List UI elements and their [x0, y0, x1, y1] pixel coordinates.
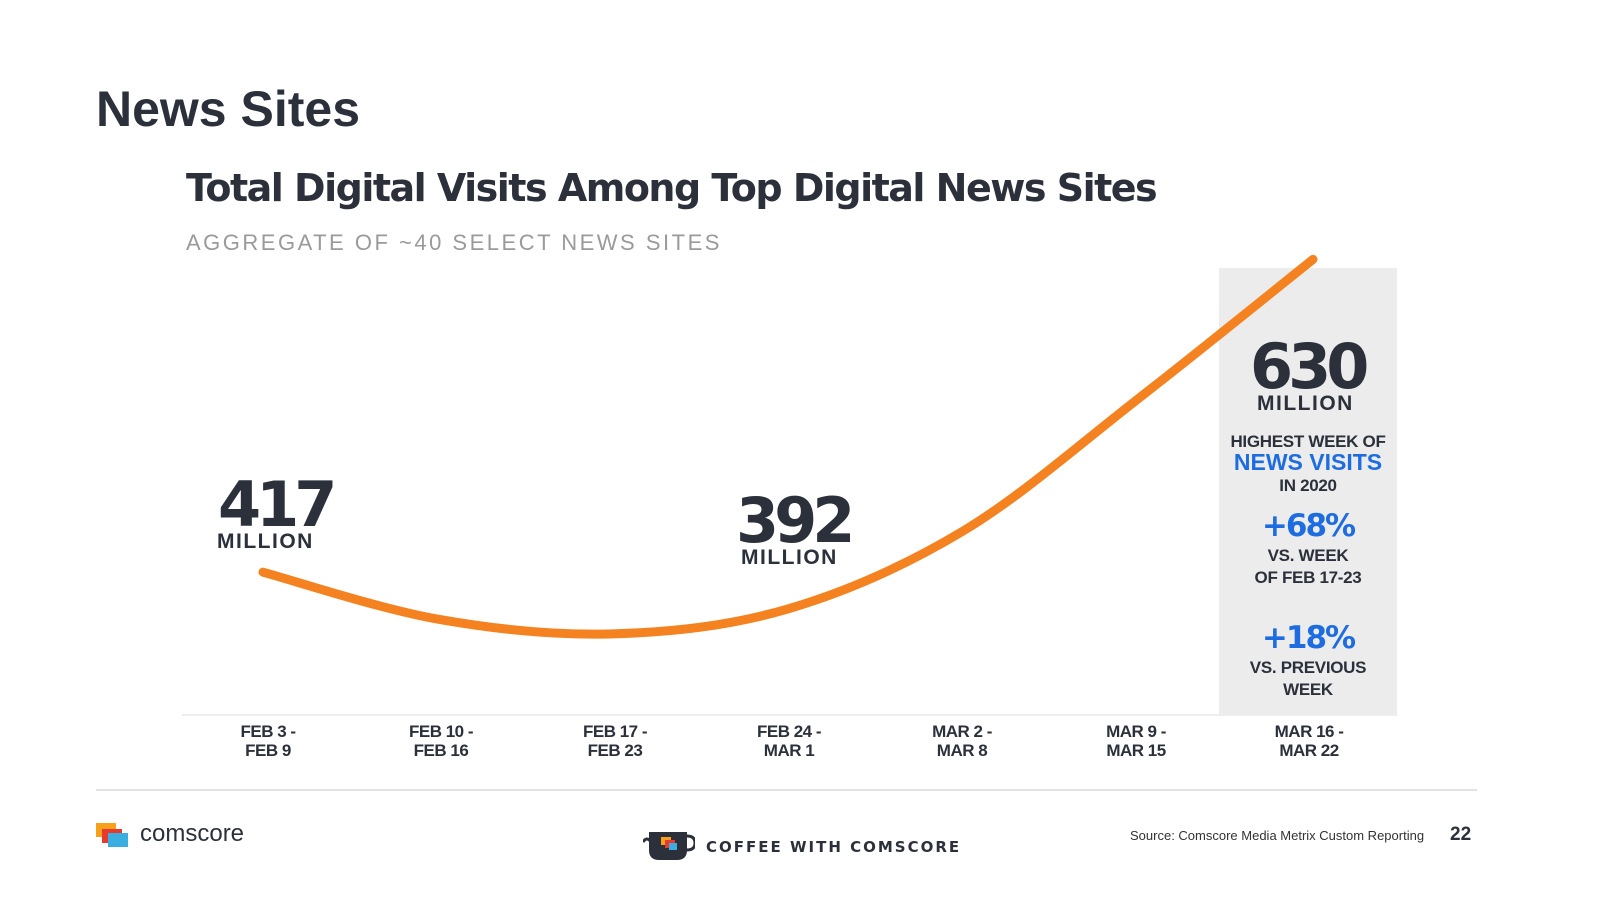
callout-change1-value: +68% — [1261, 508, 1356, 544]
callout-change1-line2: OF FEB 17-23 — [1254, 568, 1362, 587]
x-tick-line1: MAR 9 - — [1106, 722, 1166, 741]
highlight-week-panel — [1219, 268, 1397, 715]
page-number: 22 — [1450, 824, 1472, 845]
chart-subtitle: AGGREGATE OF ~40 SELECT NEWS SITES — [186, 230, 722, 255]
coffee-with-comscore-label: COFFEE WITH COMSCORE — [706, 838, 962, 856]
x-tick-label: FEB 24 - MAR 1 — [724, 722, 854, 760]
x-tick-line1: FEB 17 - — [582, 722, 648, 741]
x-tick-label: FEB 3 - FEB 9 — [203, 722, 333, 760]
x-tick-line1: FEB 24 - — [756, 722, 822, 741]
x-tick-line2: FEB 23 — [587, 741, 643, 760]
callout-highest-line2: NEWS VISITS — [1233, 449, 1383, 475]
x-tick-line1: FEB 10 - — [408, 722, 474, 741]
x-tick-line1: MAR 16 - — [1274, 722, 1344, 741]
x-tick-line1: FEB 3 - — [240, 722, 296, 741]
coffee-cup-icon — [643, 832, 695, 860]
x-tick-line2: MAR 15 — [1106, 741, 1166, 760]
x-tick-label: MAR 16 - MAR 22 — [1244, 722, 1374, 760]
data-label-unit: MILLION — [1257, 392, 1354, 415]
x-tick-line2: MAR 8 — [936, 741, 988, 760]
x-tick-line1: MAR 2 - — [932, 722, 992, 741]
data-label-value: 630 — [1250, 330, 1369, 403]
x-tick-label: MAR 2 - MAR 8 — [897, 722, 1027, 760]
x-tick-label: FEB 17 - FEB 23 — [550, 722, 680, 760]
page-title: News Sites — [96, 81, 361, 137]
series-line-visits — [258, 254, 1318, 639]
callout-change2-value: +18% — [1261, 620, 1356, 656]
brand-name: comscore — [140, 820, 245, 847]
callout-change2-line2: WEEK — [1283, 680, 1333, 699]
callout-highest-line1: HIGHEST WEEK OF — [1230, 432, 1386, 451]
data-label-value: 392 — [736, 484, 855, 557]
x-tick-line2: MAR 1 — [763, 741, 815, 760]
chart-title: Total Digital Visits Among Top Digital N… — [186, 166, 1158, 210]
footer-divider — [96, 789, 1477, 791]
x-tick-line2: MAR 22 — [1279, 741, 1339, 760]
source-note: Source: Comscore Media Metrix Custom Rep… — [1130, 828, 1425, 843]
x-tick-line2: FEB 16 — [413, 741, 469, 760]
callout-highest-line3: IN 2020 — [1279, 476, 1337, 495]
x-tick-label: FEB 10 - FEB 16 — [376, 722, 506, 760]
data-label-unit: MILLION — [217, 530, 314, 553]
data-label-unit: MILLION — [741, 546, 838, 569]
data-label-value: 417 — [218, 468, 337, 541]
comscore-logo-icon — [96, 823, 128, 847]
x-tick-line2: FEB 9 — [245, 741, 291, 760]
callout-change1-line1: VS. WEEK — [1267, 546, 1349, 565]
callout-change2-line1: VS. PREVIOUS — [1249, 658, 1367, 677]
x-tick-label: MAR 9 - MAR 15 — [1071, 722, 1201, 760]
